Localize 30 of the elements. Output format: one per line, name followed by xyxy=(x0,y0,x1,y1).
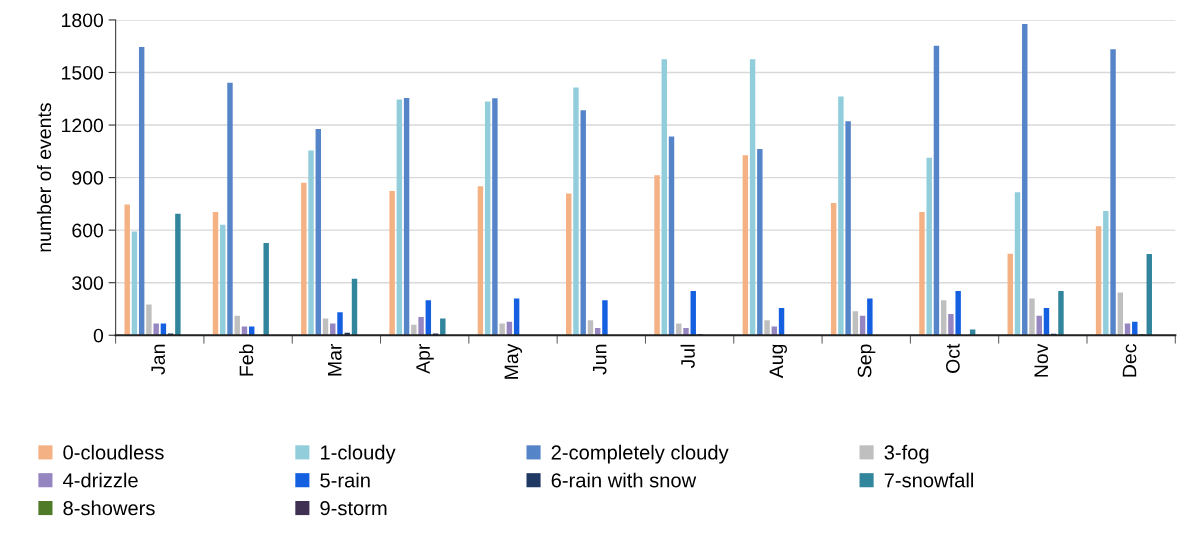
x-tick-label: Aug xyxy=(769,344,787,379)
x-tick-label: Sep xyxy=(857,344,876,378)
legend-label: 9-storm xyxy=(320,501,387,516)
x-tick-label: Apr xyxy=(416,343,434,374)
y-tick-label: 0 xyxy=(93,328,104,343)
legend-label: 8-showers xyxy=(63,500,155,516)
x-tick-label: Mar xyxy=(328,343,342,376)
x-tick-label: May xyxy=(504,343,523,379)
legend-label: 4-drizzle xyxy=(63,472,138,488)
legend-label: 0-cloudless xyxy=(63,444,164,460)
y-axis-title: number of events xyxy=(36,103,52,252)
legend-label: 2-completely cloudy xyxy=(551,444,729,464)
y-tick-label: 1200 xyxy=(62,118,104,133)
x-tick-label: Oct xyxy=(945,343,960,373)
x-tick-label: Nov xyxy=(1034,343,1049,377)
legend-label: 7-snowfall xyxy=(884,472,974,488)
y-tick-label: 300 xyxy=(72,276,104,290)
x-tick-label: Feb xyxy=(239,344,254,376)
legend-label: 5-rain xyxy=(320,472,370,488)
legend-label: 3-fog xyxy=(884,444,929,464)
x-tick-label: Jun xyxy=(592,344,607,375)
legend-label: 1-cloudy xyxy=(321,444,396,464)
x-tick-label: Dec xyxy=(1122,344,1137,377)
y-tick-label: 1500 xyxy=(62,65,104,80)
y-tick-label: 900 xyxy=(72,171,104,185)
y-tick-label: 600 xyxy=(72,223,104,238)
legend-label: 6-rain with snow xyxy=(551,472,697,488)
x-tick-label: Jan xyxy=(151,344,165,375)
x-tick-label: Jul xyxy=(680,344,695,369)
y-tick-label: 1800 xyxy=(62,13,104,28)
